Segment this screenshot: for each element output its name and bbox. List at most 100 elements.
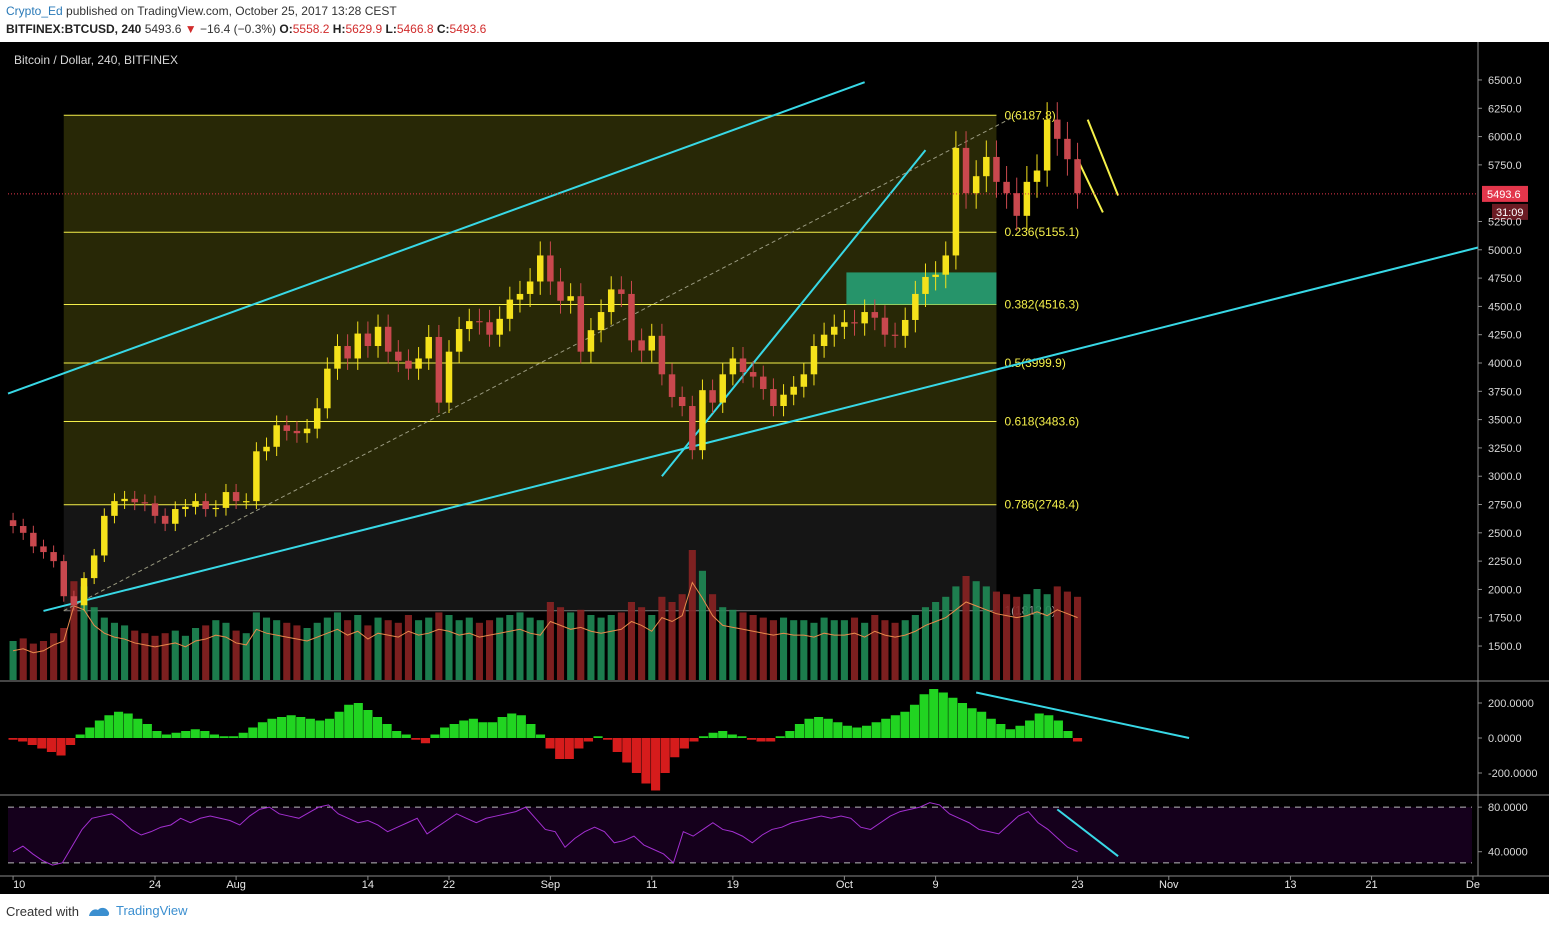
candle-body (161, 515, 169, 524)
macd-histogram-bar (727, 734, 737, 738)
candle-body (90, 555, 98, 579)
candle-body (567, 296, 574, 301)
candle-body (942, 255, 950, 275)
candle-body (131, 498, 138, 503)
high-value: 5629.9 (345, 22, 383, 36)
candle-body (972, 176, 980, 194)
macd-histogram-bar (420, 738, 430, 744)
price-tick-label: 2000.0 (1488, 584, 1522, 596)
volume-bar (850, 617, 859, 680)
candle-body (901, 319, 909, 336)
volume-bar (19, 638, 27, 680)
footer: Created with TradingView (0, 894, 1549, 929)
volume-bar (1023, 594, 1031, 680)
volume-bar (840, 620, 848, 680)
candle-body (1003, 181, 1010, 194)
candle-body (1064, 138, 1071, 160)
volume-bar (283, 622, 291, 680)
fib-zone (63, 421, 997, 505)
trendline-upper-channel (7, 81, 865, 395)
fib-level-label: 0.236(5155.1) (1004, 225, 1079, 239)
macd-histogram-bar (296, 717, 306, 738)
candle-body (881, 317, 889, 335)
candle-body (618, 289, 625, 294)
macd-histogram-bar (113, 711, 124, 738)
volume-bar (303, 628, 311, 680)
volume-bar (881, 620, 889, 680)
candle-body (871, 312, 879, 318)
macd-histogram-bar (392, 731, 402, 738)
time-tick-label: 14 (362, 879, 374, 891)
macd-histogram-bar (152, 731, 162, 738)
macd-histogram-bar (852, 727, 862, 738)
time-tick-label: 21 (1365, 879, 1377, 891)
volume-bar (1063, 591, 1071, 680)
macd-histogram-bar (488, 722, 498, 738)
chart-title: Bitcoin / Dollar, 240, BITFINEX (14, 53, 178, 67)
candle-body (912, 293, 919, 320)
candle-body (182, 506, 189, 510)
open-value: 5558.2 (292, 22, 330, 36)
price-tick-label: 3250.0 (1488, 443, 1522, 455)
candle-body (709, 390, 716, 403)
candle-body (313, 408, 321, 429)
volume-bar (810, 622, 818, 680)
fib-level-label: 0.5(3999.9) (1004, 356, 1065, 370)
volume-bar (384, 620, 392, 680)
candle-body (648, 335, 656, 351)
volume-ma-line (12, 581, 1078, 654)
chart-area[interactable]: 0(6187.8) 0.236(5155.1) 0.382(4516.3) 0.5(3… (0, 42, 1549, 894)
volume-bar (29, 643, 37, 680)
price-tick-label: 5250.0 (1488, 216, 1522, 228)
macd-histogram-bar (209, 734, 220, 738)
candle-body (719, 374, 726, 403)
macd-histogram-bar (459, 720, 469, 738)
price-tick-label: 1750.0 (1488, 613, 1522, 625)
macd-histogram-bar (315, 720, 325, 738)
chart-svg[interactable]: 0(6187.8) 0.236(5155.1) 0.382(4516.3) 0.5(3… (0, 42, 1549, 894)
volume-bar (678, 594, 686, 680)
macd-histogram-bar (957, 703, 968, 738)
macd-histogram-bar (660, 738, 670, 773)
fib-level-label: 0(6187.8) (1004, 108, 1055, 122)
tradingview-link[interactable]: TradingView (88, 903, 188, 918)
volume-bar (181, 635, 189, 680)
macd-histogram-bar (1072, 738, 1083, 742)
candle-body (516, 293, 524, 300)
time-tick-label: Aug (226, 879, 246, 891)
macd-histogram-bar (75, 734, 85, 738)
macd-histogram-bar (85, 727, 95, 738)
candle-body (344, 346, 351, 359)
candle-body (405, 360, 412, 369)
volume-bar (729, 609, 737, 680)
candle-body (800, 374, 808, 387)
volume-bar (638, 607, 646, 680)
volume-bar (161, 633, 169, 680)
candle-body (40, 546, 47, 553)
macd-histogram-bar (1005, 729, 1015, 738)
fib-level-label: 0.382(4516.3) (1004, 298, 1079, 312)
candle-body (506, 299, 514, 319)
price-change: −16.4 (−0.3%) (199, 22, 277, 36)
volume-bar (242, 633, 250, 680)
volume-bar (435, 612, 443, 680)
macd-histogram-bar (142, 724, 152, 738)
author-link[interactable]: Crypto_Ed (6, 4, 63, 18)
macd-histogram-bar (785, 731, 795, 738)
candle-body (334, 346, 341, 369)
candle-body (699, 390, 706, 451)
macd-histogram-bar (219, 736, 229, 738)
macd-histogram-bar (900, 711, 910, 738)
macd-histogram-bar (478, 722, 488, 738)
volume-bar (516, 612, 524, 680)
candle-body (983, 156, 990, 177)
macd-histogram-bar (200, 731, 210, 738)
volume-bar (800, 620, 808, 680)
macd-histogram-bar (353, 703, 363, 738)
candle-body (486, 322, 493, 335)
macd-histogram-bar (823, 718, 833, 738)
macd-histogram-bar (305, 718, 315, 738)
macd-histogram-bar (612, 738, 622, 752)
current-price-tag (1482, 185, 1528, 202)
volume-bar (1043, 594, 1051, 680)
